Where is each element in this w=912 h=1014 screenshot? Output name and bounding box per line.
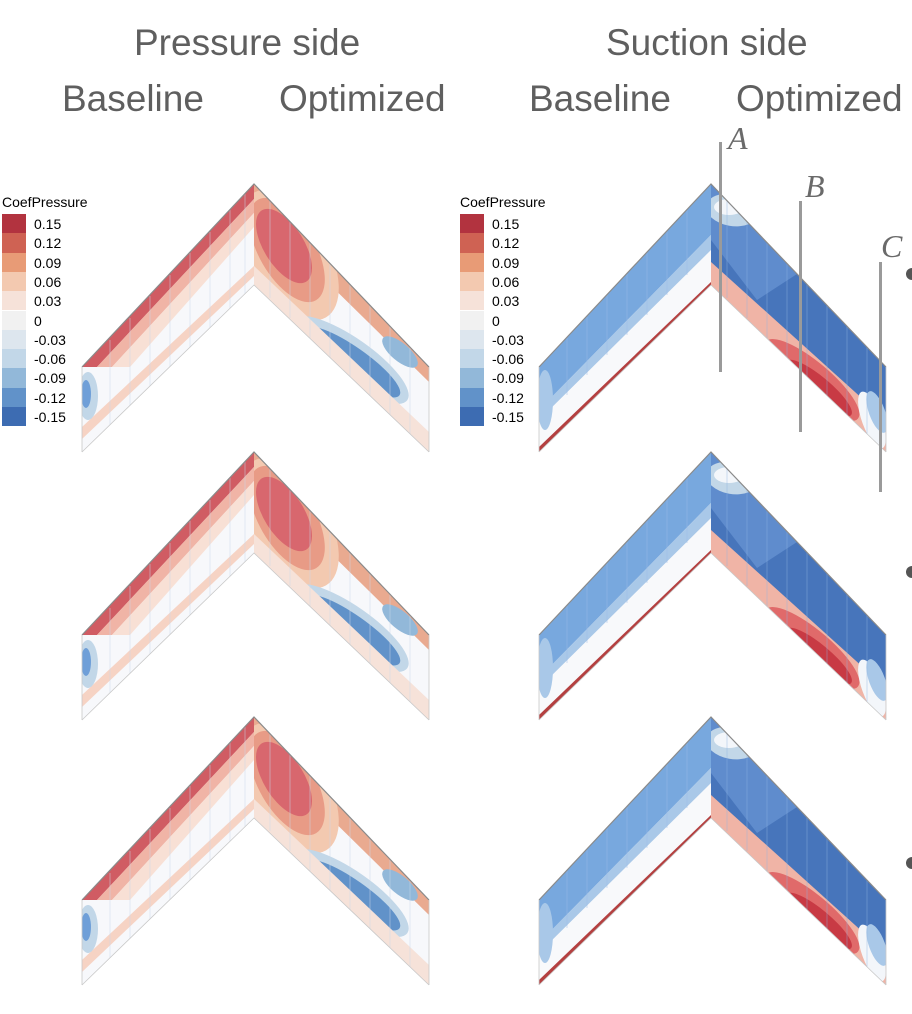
suction-wing-row2 <box>537 452 892 720</box>
legend-label: -0.06 <box>34 351 66 368</box>
legend-label: 0.09 <box>492 254 520 271</box>
section-line-b <box>799 201 802 432</box>
legend-swatch <box>460 329 484 350</box>
legend-swatch <box>2 349 26 369</box>
baseline-label-suction: Baseline <box>529 78 671 119</box>
legend-swatch <box>460 271 484 292</box>
legend-label: -0.06 <box>492 351 524 368</box>
section-label-b: B <box>805 168 825 204</box>
legend-label: 0.09 <box>34 254 62 271</box>
bullet-dot <box>906 566 912 578</box>
legend-label: 0.03 <box>34 293 62 310</box>
legend-swatch <box>2 407 26 427</box>
pressure-side-header: Pressure side <box>134 22 361 63</box>
legend-swatch <box>460 349 484 369</box>
baseline-label-pressure: Baseline <box>62 78 204 119</box>
legend-label: 0 <box>34 312 42 329</box>
legend-label: -0.09 <box>492 370 524 387</box>
pressure-wing-row1 <box>78 174 429 452</box>
legend-label: 0.12 <box>34 235 62 252</box>
legend-label: -0.12 <box>34 389 66 406</box>
legend-swatch <box>460 310 484 330</box>
legend-swatch <box>2 214 26 234</box>
legend-swatch <box>2 233 26 253</box>
section-label-c: C <box>881 228 903 264</box>
legend-label: -0.03 <box>492 331 524 348</box>
legend-label: 0 <box>492 312 500 329</box>
legend-swatch <box>460 214 484 234</box>
legend-label: 0.15 <box>34 216 62 232</box>
legend-label: 0.15 <box>492 216 520 232</box>
legend-label: 0.06 <box>492 273 520 290</box>
legend-title: CoefPressure <box>460 194 546 210</box>
legend-label: 0.03 <box>492 293 520 310</box>
section-label-a: A <box>728 120 748 156</box>
legend-swatch <box>460 252 484 272</box>
suction-wing-row3 <box>537 717 892 985</box>
legend-label: -0.15 <box>34 409 66 425</box>
legend-swatch <box>460 407 484 427</box>
legend-swatch <box>460 233 484 253</box>
legend-label: -0.09 <box>34 370 66 387</box>
legend-label: -0.15 <box>492 409 524 425</box>
colorbar-legend-suction: CoefPressure 0.15 0.12 0.09 0.06 0.03 0 -0.03 -… <box>460 194 580 434</box>
legend-label: 0.12 <box>492 235 520 252</box>
legend-swatch <box>2 291 26 311</box>
legend-label: 0.06 <box>34 273 62 290</box>
suction-wing-row1 <box>537 184 892 452</box>
suction-side-header: Suction side <box>606 22 808 63</box>
section-line-c <box>879 262 882 492</box>
section-line-a <box>719 142 722 372</box>
optimized-label-suction: Optimized <box>736 78 903 119</box>
legend-swatch <box>2 310 26 330</box>
colorbar-legend-pressure: CoefPressure 0.15 0.12 0.09 0.06 0.03 0 -0.03 -… <box>2 194 122 434</box>
legend-label: -0.12 <box>492 389 524 406</box>
legend-title: CoefPressure <box>2 194 88 210</box>
legend-swatch <box>2 252 26 272</box>
legend-swatch <box>2 387 26 407</box>
pressure-wing-row3 <box>78 707 429 985</box>
bullet-dot <box>906 268 912 280</box>
legend-swatch <box>2 368 26 388</box>
legend-swatch <box>460 387 484 407</box>
legend-swatch <box>2 271 26 292</box>
legend-swatch <box>460 368 484 388</box>
bullet-dot <box>906 857 912 869</box>
optimized-label-pressure: Optimized <box>279 78 446 119</box>
legend-swatch <box>460 291 484 311</box>
pressure-wing-row2 <box>78 442 429 720</box>
legend-swatch <box>2 329 26 350</box>
legend-label: -0.03 <box>34 331 66 348</box>
